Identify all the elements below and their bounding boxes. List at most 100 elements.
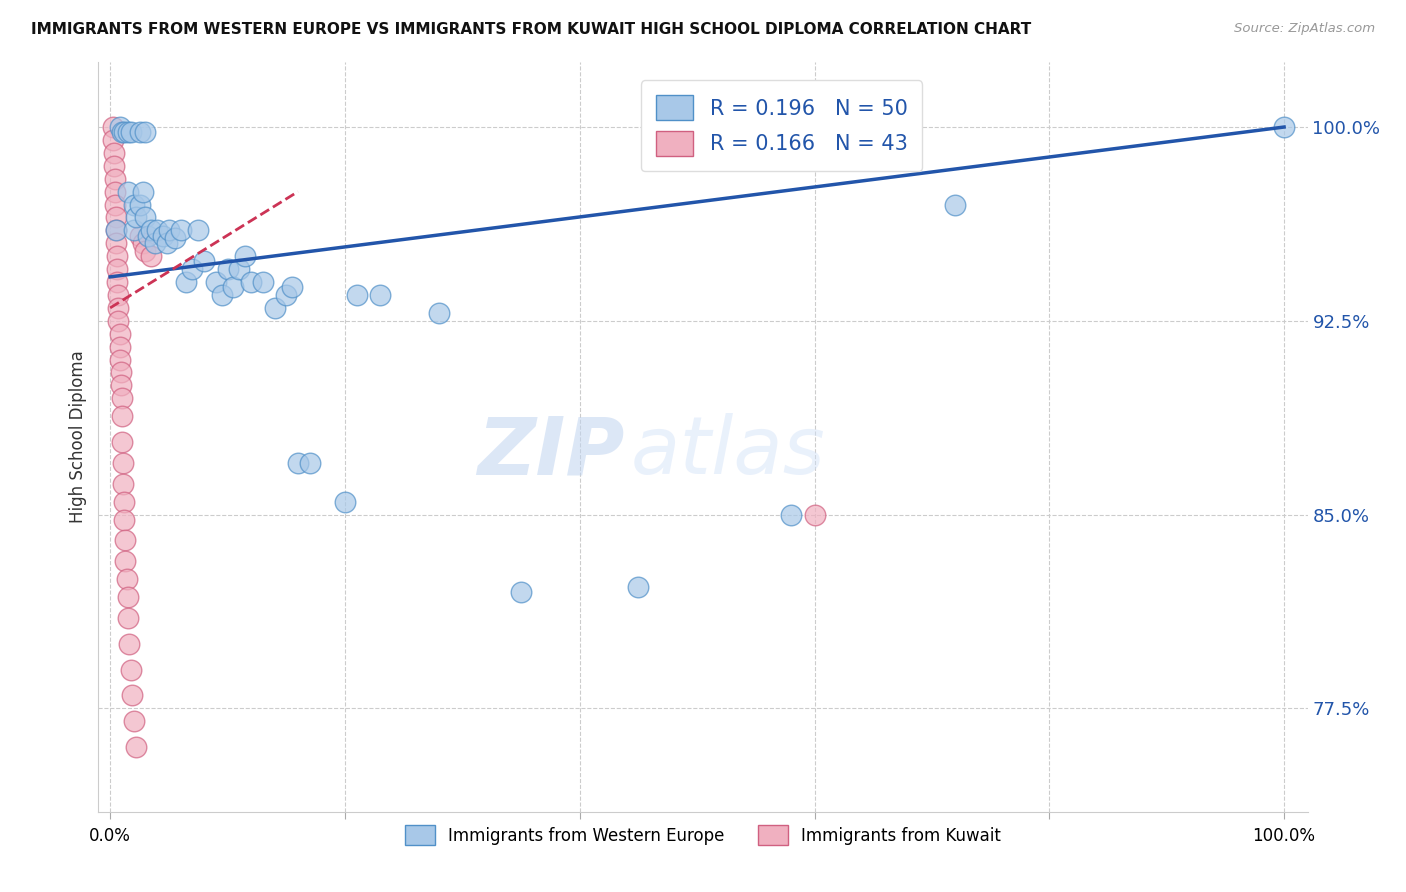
Point <box>107 314 129 328</box>
Point <box>1272 120 1295 134</box>
Point <box>104 171 127 186</box>
Point <box>152 228 174 243</box>
Point <box>108 326 131 341</box>
Text: 100.0%: 100.0% <box>1253 827 1316 846</box>
Point <box>118 637 141 651</box>
Point <box>101 133 124 147</box>
Point <box>112 456 135 470</box>
Point <box>627 580 650 594</box>
Point <box>333 494 356 508</box>
Point <box>120 663 142 677</box>
Point <box>263 301 285 315</box>
Point <box>240 275 263 289</box>
Point <box>252 275 274 289</box>
Point <box>112 125 135 139</box>
Point <box>217 262 239 277</box>
Point <box>222 280 245 294</box>
Point <box>103 159 125 173</box>
Point <box>134 125 156 139</box>
Point <box>108 352 131 367</box>
Point <box>136 228 159 243</box>
Text: atlas: atlas <box>630 413 825 491</box>
Point <box>103 145 125 160</box>
Point <box>128 125 150 139</box>
Point <box>193 254 215 268</box>
Point <box>104 185 127 199</box>
Point <box>945 197 967 211</box>
Point <box>105 275 128 289</box>
Point <box>132 236 155 251</box>
Point <box>368 288 391 302</box>
Point <box>121 689 143 703</box>
Point <box>298 456 321 470</box>
Point <box>128 197 150 211</box>
Point <box>141 223 163 237</box>
Point <box>101 120 124 134</box>
Point <box>120 125 142 139</box>
Point <box>125 740 148 755</box>
Point <box>112 513 135 527</box>
Point <box>204 275 226 289</box>
Point <box>117 611 139 625</box>
Point <box>115 572 138 586</box>
Point <box>141 249 163 263</box>
Text: 0.0%: 0.0% <box>89 827 131 846</box>
Point <box>105 249 128 263</box>
Point <box>110 378 132 392</box>
Point <box>107 288 129 302</box>
Point <box>105 223 128 237</box>
Point <box>110 366 132 380</box>
Point <box>114 554 136 568</box>
Point <box>176 275 198 289</box>
Point <box>108 120 131 134</box>
Point <box>146 223 169 237</box>
Point <box>111 435 134 450</box>
Point <box>122 223 145 237</box>
Y-axis label: High School Diploma: High School Diploma <box>69 351 87 524</box>
Point <box>111 409 134 424</box>
Point <box>132 185 155 199</box>
Text: IMMIGRANTS FROM WESTERN EUROPE VS IMMIGRANTS FROM KUWAIT HIGH SCHOOL DIPLOMA COR: IMMIGRANTS FROM WESTERN EUROPE VS IMMIGR… <box>31 22 1031 37</box>
Point <box>122 714 145 729</box>
Point <box>114 533 136 548</box>
Point <box>111 125 134 139</box>
Point <box>143 236 166 251</box>
Point <box>105 236 128 251</box>
Point <box>134 211 156 225</box>
Text: ZIP: ZIP <box>477 413 624 491</box>
Point <box>128 228 150 243</box>
Point <box>122 197 145 211</box>
Point <box>112 476 135 491</box>
Point <box>117 185 139 199</box>
Point <box>125 211 148 225</box>
Text: Source: ZipAtlas.com: Source: ZipAtlas.com <box>1234 22 1375 36</box>
Point <box>780 508 803 522</box>
Point <box>233 249 256 263</box>
Point <box>112 494 135 508</box>
Point <box>111 392 134 406</box>
Point <box>157 223 180 237</box>
Point <box>105 223 128 237</box>
Point <box>187 223 209 237</box>
Point <box>163 231 186 245</box>
Point <box>287 456 309 470</box>
Point <box>117 591 139 605</box>
Point <box>228 262 250 277</box>
Point <box>427 306 450 320</box>
Point <box>105 211 128 225</box>
Point <box>281 280 304 294</box>
Point <box>181 262 204 277</box>
Point <box>510 585 533 599</box>
Point <box>169 223 191 237</box>
Point <box>134 244 156 258</box>
Point <box>803 508 825 522</box>
Point <box>211 288 233 302</box>
Point <box>107 301 129 315</box>
Point <box>117 125 139 139</box>
Point <box>276 288 298 302</box>
Point <box>346 288 368 302</box>
Legend: Immigrants from Western Europe, Immigrants from Kuwait: Immigrants from Western Europe, Immigran… <box>398 819 1008 852</box>
Point <box>104 197 127 211</box>
Point <box>155 236 177 251</box>
Point <box>105 262 128 277</box>
